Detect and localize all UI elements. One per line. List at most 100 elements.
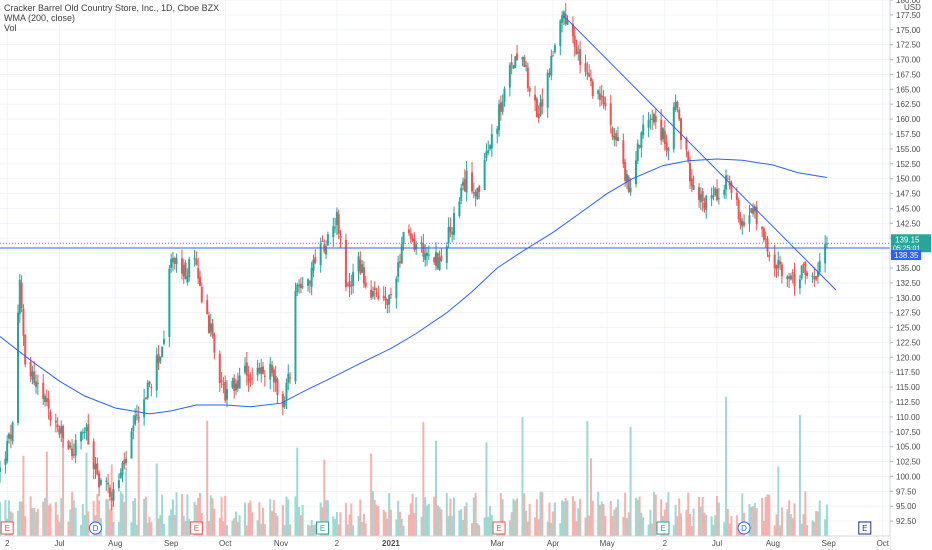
time-axis: 2 Jul Aug Sep Oct Nov 2 2021 Mar Apr May 2 Jul Aug Sep… xyxy=(0,535,890,550)
volume-bar xyxy=(726,508,729,536)
candle-body xyxy=(674,101,677,111)
candle-body xyxy=(42,382,45,399)
candle-body xyxy=(611,128,614,138)
event-marker-box xyxy=(189,521,203,535)
volume-bar xyxy=(436,505,439,536)
time-tick-label: Aug xyxy=(766,539,780,548)
volume-bar xyxy=(107,499,110,536)
time-tick-label: Jul xyxy=(54,539,64,548)
volume-bar xyxy=(60,497,63,536)
volume-bar xyxy=(735,515,738,536)
volume-bar xyxy=(274,512,277,536)
candle-body xyxy=(415,244,418,250)
volume-bar xyxy=(235,511,238,536)
volume-bar xyxy=(155,463,158,536)
volume-bar xyxy=(552,511,555,536)
volume-bar xyxy=(411,493,414,536)
volume-bar xyxy=(108,509,111,536)
volume-bar xyxy=(625,518,628,536)
volume-bar xyxy=(400,518,403,536)
volume-bar xyxy=(134,498,137,536)
volume-bar xyxy=(678,498,681,536)
volume-bar xyxy=(42,501,45,536)
volume-bar xyxy=(741,493,744,536)
volume-bar xyxy=(521,416,524,536)
candle-body xyxy=(476,188,479,200)
candle-body xyxy=(117,480,120,488)
candle-body xyxy=(548,73,551,75)
volume-bar xyxy=(314,524,317,536)
volume-bar xyxy=(413,512,416,536)
currency-label: USD xyxy=(904,3,921,12)
volume-bar xyxy=(245,525,248,536)
volume-bar xyxy=(705,514,708,536)
volume-bar xyxy=(98,500,101,536)
candle-body xyxy=(161,346,164,358)
candle-body xyxy=(773,254,776,269)
price-tick-label: 115.00 xyxy=(896,383,920,392)
candle-body xyxy=(348,281,351,288)
volume-bar xyxy=(501,499,504,536)
volume-bar xyxy=(523,493,526,536)
volume-bar xyxy=(296,447,299,536)
volume-bar xyxy=(434,440,437,536)
volume-bar xyxy=(815,510,818,536)
candle-body xyxy=(660,119,663,141)
volume-bar xyxy=(357,515,360,536)
price-tick-label: 155.00 xyxy=(896,145,921,154)
volume-bar xyxy=(173,514,176,536)
volume-bar xyxy=(33,507,36,536)
candle-body xyxy=(501,101,504,112)
volume-bar xyxy=(698,497,701,536)
candle-body xyxy=(220,380,223,382)
time-tick-label: Oct xyxy=(877,539,890,548)
candle-body xyxy=(762,228,765,240)
candle-body xyxy=(815,276,818,280)
candle-body xyxy=(92,441,95,470)
candle-body xyxy=(458,201,461,217)
volume-bar xyxy=(281,505,284,536)
volume-bar xyxy=(80,524,83,536)
volume-bar xyxy=(175,492,178,536)
candle-body xyxy=(143,399,146,418)
volume-bar xyxy=(272,500,275,536)
candle-body xyxy=(94,464,97,470)
volume-bar xyxy=(615,507,618,536)
volume-bar xyxy=(460,509,463,536)
candle-body xyxy=(534,94,537,101)
volume-bar xyxy=(487,516,490,536)
event-marker-label: E xyxy=(320,524,325,533)
candle-body xyxy=(703,202,706,209)
volume-bar xyxy=(562,501,565,536)
candle-body xyxy=(597,90,600,95)
volume-bar xyxy=(71,491,74,536)
candle-body xyxy=(739,218,742,226)
time-tick-label: 2 xyxy=(335,539,340,548)
candle-body xyxy=(714,188,717,196)
candle-body xyxy=(579,49,582,66)
volume-bar xyxy=(402,525,405,536)
grid-lines xyxy=(0,0,890,536)
volume-bar xyxy=(597,491,600,536)
candle-body xyxy=(665,141,668,150)
candle-body xyxy=(573,35,576,48)
price-tick-label: 172.50 xyxy=(896,41,921,50)
candle-body xyxy=(566,20,569,25)
candle-body xyxy=(600,95,603,97)
earnings-marker: E xyxy=(656,521,670,535)
candle-body xyxy=(701,191,704,202)
candle-body xyxy=(526,67,529,89)
candle-body xyxy=(561,15,564,23)
candle-body xyxy=(99,479,102,485)
candle-body xyxy=(339,235,342,238)
candle-body xyxy=(112,488,115,501)
volume-bar xyxy=(577,508,580,536)
volume-bar xyxy=(157,518,160,536)
trend-line xyxy=(563,15,837,291)
candle-body xyxy=(60,425,63,434)
candle-body xyxy=(451,231,454,235)
volume-bar xyxy=(49,503,52,536)
time-tick-label: Mar xyxy=(490,539,504,548)
